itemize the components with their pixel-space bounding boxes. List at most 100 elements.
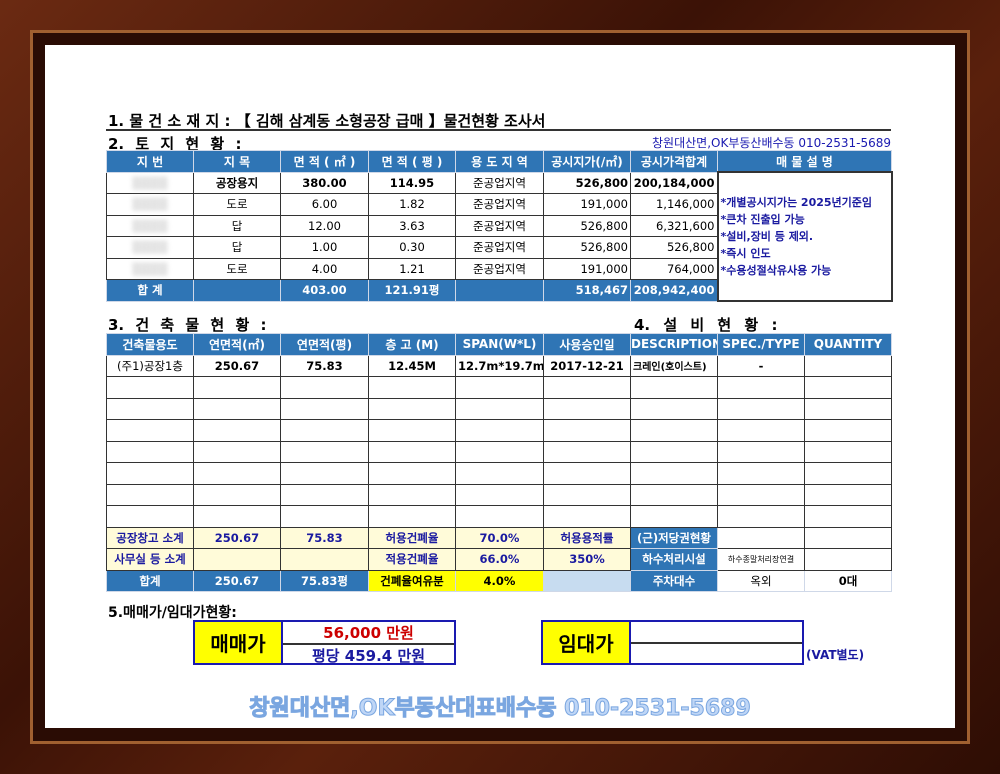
cell: 적용건폐율 (368, 548, 456, 571)
cell: 공장창고 소계 (106, 526, 194, 549)
cell (368, 462, 456, 485)
cell: 2017-12-21 (543, 354, 631, 377)
cell (804, 419, 892, 442)
table-row: ▒▒▒▒ 답 1.00 0.30 준공업지역 526,800 526,800 (106, 236, 892, 259)
cell: 도로 (193, 193, 281, 216)
price-per-pyeong: 평당 459.4 만원 (311, 647, 426, 665)
cell: 12.45M (368, 354, 456, 377)
cell (717, 419, 805, 442)
cell (630, 397, 718, 420)
cell: 75.83평 (280, 569, 369, 592)
col-parcel: 지 번 (106, 150, 194, 173)
property-notes: *개별공시지가는 2025년기준임 *큰차 진출입 가능 *설비,장비 등 제외… (716, 171, 893, 302)
sale-price-box: 매매가 56,000 만원 평당 459.4 만원 (193, 620, 456, 665)
cell: 12.7m*19.7m (455, 354, 544, 377)
empty-row (106, 462, 892, 485)
cell (717, 505, 805, 528)
cell: 380.00 (280, 171, 369, 194)
cell: 준공업지역 (455, 236, 544, 259)
cell (717, 440, 805, 463)
cell (804, 483, 892, 506)
parcel-number-blurred: ▒▒▒▒ (106, 257, 194, 280)
rent-deposit-value (631, 622, 802, 644)
cell (280, 376, 369, 399)
cell (368, 483, 456, 506)
cell (280, 419, 369, 442)
cell: 공장용지 (193, 171, 281, 194)
contact-info: 창원대산면,OK부동산배수동 010-2531-5689 (652, 136, 892, 150)
empty-row (106, 376, 892, 399)
building-heading: 3. 건 축 물 현 황 : (108, 316, 267, 334)
cell (543, 397, 631, 420)
watermark: 창원대산면,OK부동산대표배수동 010-2531-5689 (249, 696, 752, 722)
table-row: (주1)공장1층 250.67 75.83 12.45M 12.7m*19.7m… (106, 354, 892, 377)
cell (630, 440, 718, 463)
col-approval-date: 사용승인일 (543, 333, 631, 356)
cell: 건폐율여유분 (368, 569, 456, 592)
divider (106, 129, 891, 131)
building-equipment-table: 건축물용도 연면적(㎡) 연면적(평) 층 고 (M) SPAN(W*L) 사용… (106, 333, 892, 592)
cell (455, 419, 544, 442)
note: *수용성절삭유사용 가능 (720, 264, 832, 277)
cell (804, 505, 892, 528)
cell: 합계 (106, 569, 194, 592)
cell (106, 483, 194, 506)
cell (280, 505, 369, 528)
cell (543, 440, 631, 463)
note: *설비,장비 등 제외. (720, 230, 814, 243)
cell: 70.0% (455, 526, 544, 549)
cell (193, 483, 281, 506)
cell: 4.0% (455, 569, 544, 592)
cell: 1,146,000 (630, 193, 718, 216)
col-zone: 용 도 지 역 (455, 150, 544, 173)
col-area-py: 면 적 ( 평 ) (368, 150, 456, 173)
cell: 주차대수 (630, 569, 718, 592)
cell (193, 548, 281, 571)
cell (630, 462, 718, 485)
cell: 121.91평 (368, 279, 456, 302)
cell (543, 483, 631, 506)
cell: 4.00 (280, 257, 369, 280)
cell (543, 419, 631, 442)
cell: 200,184,000 (630, 171, 718, 194)
cell (368, 376, 456, 399)
cell: 준공업지역 (455, 171, 544, 194)
cell: 준공업지역 (455, 257, 544, 280)
cell: 208,942,400 (630, 279, 718, 302)
cell: 준공업지역 (455, 193, 544, 216)
cell (543, 376, 631, 399)
cell (106, 419, 194, 442)
cell (717, 483, 805, 506)
col-equip-spec: SPEC./TYPE (717, 333, 805, 356)
cell (630, 505, 718, 528)
cell (455, 462, 544, 485)
empty-row (106, 440, 892, 463)
cell (804, 376, 892, 399)
cell (804, 462, 892, 485)
cell (630, 376, 718, 399)
cell (455, 376, 544, 399)
empty-row (106, 483, 892, 506)
note: *큰차 진출입 가능 (720, 213, 805, 226)
cell: 1.00 (280, 236, 369, 259)
document-title: 1. 물 건 소 재 지 : 【 김해 삼계동 소형공장 급매 】물건현황 조사… (108, 112, 546, 130)
cell: 12.00 (280, 214, 369, 237)
parcel-number-blurred: ▒▒▒▒ (106, 214, 194, 237)
cell: 사무실 등 소계 (106, 548, 194, 571)
cell (106, 462, 194, 485)
cell: 0대 (804, 569, 892, 592)
office-subtotal-row: 사무실 등 소계 적용건폐율 66.0% 350% 하수처리시설 하수종말처리장… (106, 548, 892, 571)
cell: 답 (193, 236, 281, 259)
price-heading: 5.매매가/임대가현황: (108, 605, 237, 621)
cell: 518,467 (543, 279, 631, 302)
land-heading: 2. 토 지 현 황 : (108, 135, 242, 153)
cell: 허용건폐율 (368, 526, 456, 549)
cell: 114.95 (368, 171, 456, 194)
cell: 3.63 (368, 214, 456, 237)
rent-monthly-value (631, 644, 802, 664)
cell (543, 505, 631, 528)
cell (193, 376, 281, 399)
cell (280, 483, 369, 506)
col-height: 층 고 (M) (368, 333, 456, 356)
cell (193, 505, 281, 528)
